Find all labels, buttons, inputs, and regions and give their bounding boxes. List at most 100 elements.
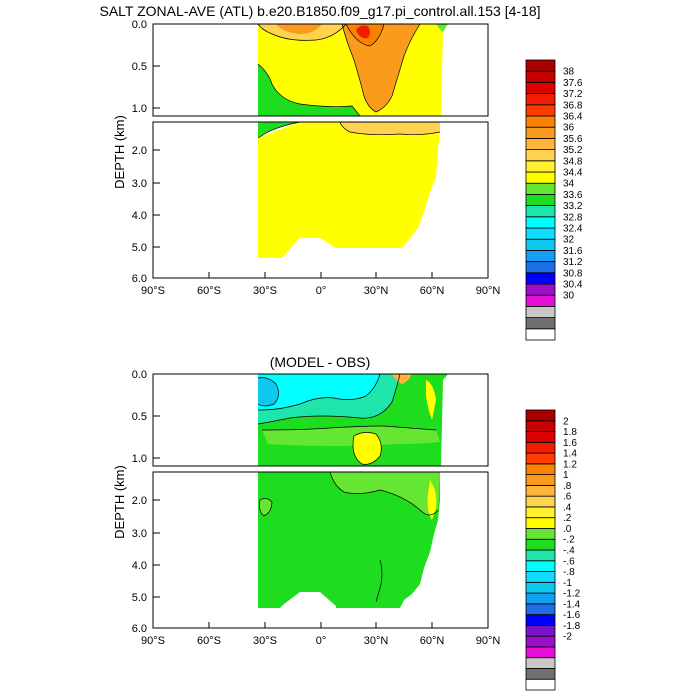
- top-colorbar-color-box: [525, 137, 556, 150]
- top-colorbar-label: 36: [563, 123, 575, 134]
- bottom-y-tick-label: 0.5: [132, 411, 147, 423]
- bottom-x-axis: 90°S 60°S 30°S 0° 30°N 60°N 90°N: [141, 622, 500, 647]
- top-y-tick-label: 2.0: [132, 145, 147, 157]
- top-colorbar-label: 37.2: [563, 89, 583, 100]
- top-contour-4: [345, 23, 385, 47]
- top-colorbar-color-box: [525, 182, 556, 195]
- bottom-y-tick-label: 6.0: [132, 623, 147, 635]
- top-colorbar-label: 35.2: [563, 145, 583, 156]
- bottom-colorbar-label: .2: [563, 513, 572, 524]
- bottom-colorbar-label: 1.8: [563, 427, 577, 438]
- top-colorbar-label: 30.4: [563, 280, 583, 291]
- top-x-tick-label: 30°S: [253, 285, 277, 297]
- top-plot-title: SALT ZONAL-AVE (ATL) b.e20.B1850.f09_g17…: [100, 3, 541, 19]
- top-y-tick-label: 5.0: [132, 242, 147, 254]
- top-colorbar-color-box: [525, 104, 556, 117]
- bottom-colorbar-label: -.2: [563, 535, 575, 546]
- bottom-colorbar-color-box: [525, 571, 556, 583]
- bottom-colorbar-color-box: [525, 452, 556, 465]
- bottom-colorbar-color-box: [525, 528, 556, 540]
- top-colorbar-color-box: [525, 70, 556, 83]
- bottom-colorbar-label: .8: [563, 481, 572, 492]
- bottom-colorbar-label: 1.2: [563, 459, 577, 470]
- top-contour-2: [257, 23, 347, 41]
- bottom-y-tick-label: 0.0: [132, 369, 147, 381]
- top-x-tick-label: 30°N: [364, 285, 389, 297]
- top-y-tick-label: 1.0: [132, 103, 147, 115]
- bottom-colorbar-color-box: [525, 646, 556, 659]
- bottom-colorbar-label: -1: [563, 578, 572, 589]
- bottom-colorbar-label: -1.2: [563, 589, 581, 600]
- top-x-tick-label: 60°N: [420, 285, 445, 297]
- top-colorbar-color-box: [525, 115, 556, 128]
- bottom-lower-panel: [152, 471, 489, 629]
- bottom-colorbar-label: .6: [563, 492, 572, 503]
- bottom-colorbar-color-box: [525, 603, 556, 616]
- bottom-colorbar-color-box: [525, 506, 556, 519]
- bottom-deep-contour-2: [259, 498, 273, 517]
- top-y-tick-label: 6.0: [132, 273, 147, 285]
- top-colorbar-label: 30.8: [563, 268, 583, 279]
- top-colorbar-label: 34: [563, 179, 575, 190]
- bottom-fill-positive-patch: [353, 432, 382, 465]
- bottom-x-tick-label: 30°S: [253, 635, 277, 647]
- top-colorbar-label: 32.8: [563, 212, 583, 223]
- bottom-fill-negative: [258, 374, 380, 410]
- top-contour-1: [257, 63, 361, 117]
- bottom-colorbar-label: -.8: [563, 567, 575, 578]
- bottom-y-axis: 0.0 0.5 1.0 2.0 3.0 4.0 5.0 6.0 DEPTH (k…: [112, 369, 160, 635]
- bottom-contour-5: [261, 425, 437, 431]
- bottom-contour-4: [352, 432, 382, 465]
- bottom-deep-mid-positive: [330, 472, 440, 515]
- top-x-tick-label: 60°S: [197, 285, 221, 297]
- bottom-colorbar: -2-1.8-1.6-1.4-1.2-1-.8-.6-.4-.2.0.2.4.6…: [525, 409, 581, 691]
- bottom-fill-surface-positive: [392, 374, 412, 384]
- bottom-colorbar-label: -1.6: [563, 610, 581, 621]
- bottom-colorbar-color-box: [525, 614, 556, 626]
- bottom-y-tick-label: 2.0: [132, 495, 147, 507]
- top-x-tick-label: 0°: [316, 285, 327, 297]
- top-upper-panel: [152, 23, 489, 117]
- top-colorbar-color-box: [525, 238, 556, 251]
- top-y-axis: 0.0 0.5 1.0 2.0 3.0 4.0 5.0 6.0 DEPTH (k…: [112, 19, 160, 285]
- bottom-colorbar-color-box: [525, 484, 556, 497]
- bottom-y-tick-label: 4.0: [132, 560, 147, 572]
- top-colorbar-color-box: [525, 305, 556, 318]
- bottom-deep-fill: [258, 472, 440, 608]
- top-upper-frame: [152, 23, 489, 117]
- top-colorbar-color-box: [525, 126, 556, 139]
- bottom-colorbar-label: -2: [563, 632, 572, 643]
- bottom-x-tick-label: 30°N: [364, 635, 389, 647]
- top-colorbar-color-box: [525, 261, 556, 274]
- top-colorbar-label: 37.6: [563, 78, 583, 89]
- top-colorbar: 3030.430.831.231.63232.432.833.233.63434…: [525, 59, 583, 341]
- top-colorbar-color-box: [525, 317, 556, 330]
- top-colorbar-label: 33.2: [563, 201, 583, 212]
- top-colorbar-color-box: [525, 160, 556, 173]
- bottom-y-axis-label: DEPTH (km): [112, 465, 127, 539]
- top-colorbar-label: 36.4: [563, 112, 583, 123]
- bottom-upper-frame: [152, 373, 489, 467]
- bottom-y-tick-label: 1.0: [132, 453, 147, 465]
- bottom-colorbar-color-box: [525, 624, 556, 637]
- bottom-x-tick-label: 90°N: [476, 635, 501, 647]
- bottom-colorbar-label: .0: [563, 524, 572, 535]
- bottom-colorbar-label: 2: [563, 416, 569, 427]
- bottom-x-tick-label: 60°N: [420, 635, 445, 647]
- top-colorbar-label: 33.6: [563, 190, 583, 201]
- top-colorbar-label: 36.8: [563, 100, 583, 111]
- bottom-colorbar-color-box: [525, 517, 556, 529]
- top-colorbar-color-box: [525, 205, 556, 218]
- top-colorbar-label: 35.6: [563, 134, 583, 145]
- bottom-contour-3: [257, 377, 279, 407]
- bottom-fill-north-positive: [426, 380, 436, 420]
- top-colorbar-color-box: [525, 171, 556, 184]
- top-deep-fill: [258, 122, 440, 258]
- bottom-colorbar-label: .4: [563, 502, 572, 513]
- bottom-contour-2: [258, 373, 381, 411]
- top-colorbar-color-box: [525, 283, 556, 296]
- bottom-colorbar-label: 1.4: [563, 449, 577, 460]
- bottom-deep-contour-3: [375, 559, 383, 603]
- bottom-colorbar-color-box: [525, 635, 556, 648]
